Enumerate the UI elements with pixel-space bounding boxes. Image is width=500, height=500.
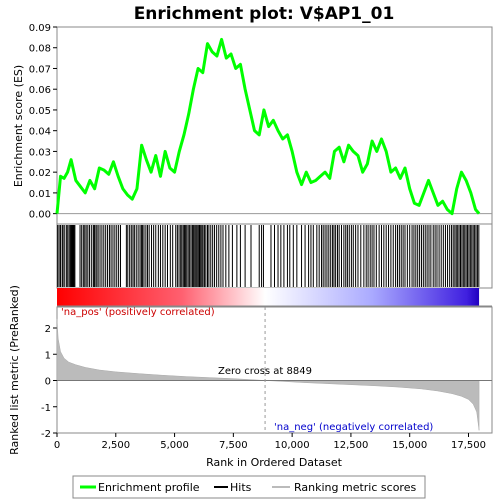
- negative-correlation-label: 'na_neg' (negatively correlated): [274, 422, 433, 433]
- metric-y-tick-label: 2: [45, 324, 51, 335]
- zero-cross-label: Zero cross at 8849: [218, 366, 312, 377]
- legend-hits-label: Hits: [230, 481, 252, 494]
- es-y-tick-label: 0.06: [29, 85, 51, 96]
- legend-metric-label: Ranking metric scores: [294, 481, 416, 494]
- es-y-tick-label: 0.07: [29, 64, 51, 75]
- es-y-tick-label: 0.01: [29, 189, 51, 200]
- metric-y-tick-label: -1: [41, 403, 51, 414]
- x-tick-label: 12,500: [333, 440, 368, 451]
- x-tick-label: 7,500: [219, 440, 248, 451]
- es-y-tick-label: 0.02: [29, 168, 51, 179]
- x-tick-label: 5,000: [160, 440, 189, 451]
- es-y-tick-label: 0.00: [29, 210, 51, 221]
- rank-color-bar: [57, 288, 492, 307]
- x-axis-label: Rank in Ordered Dataset: [206, 456, 343, 469]
- metric-y-tick-label: 1: [45, 350, 51, 361]
- enrichment-profile-line: [55, 37, 481, 216]
- x-tick-label: 15,000: [392, 440, 427, 451]
- x-tick-label: 10,000: [275, 440, 310, 451]
- es-axis: 0.00 0.01 0.02 0.03 0.04 0.05 0.06 0.07 0.08 0.09: [29, 23, 492, 221]
- es-y-tick-label: 0.04: [29, 127, 51, 138]
- positive-correlation-label: 'na_pos' (positively correlated): [61, 307, 215, 318]
- legend-enrichment-label: Enrichment profile: [98, 481, 200, 494]
- colorbar-fill: [57, 288, 480, 306]
- ranking-metric-series: [56, 307, 492, 433]
- x-tick-label: 0: [54, 440, 60, 451]
- hits-series: [57, 225, 480, 287]
- metric-y-axis-label: Ranked list metric (PreRanked): [8, 285, 21, 455]
- enrichment-profile-series: [55, 37, 481, 216]
- metric-axis: -2 -1 0 1 2 0 2,500 5,000 7,500 10,000 12,500 15,00…: [41, 324, 486, 451]
- es-y-axis-label: Enrichment score (ES): [12, 65, 25, 187]
- es-y-tick-label: 0.05: [29, 106, 51, 117]
- es-y-tick-label: 0.09: [29, 23, 51, 34]
- metric-y-tick-label: 0: [45, 377, 51, 388]
- es-y-tick-label: 0.03: [29, 147, 51, 158]
- metric-y-tick-label: -2: [41, 429, 51, 440]
- legend-box: [72, 475, 426, 499]
- x-tick-label: 17,500: [451, 440, 486, 451]
- metric-panel-frame: [56, 306, 493, 434]
- chart-title: Enrichment plot: V$AP1_01: [134, 4, 395, 24]
- es-y-tick-label: 0.08: [29, 44, 51, 55]
- x-tick-label: 2,500: [101, 440, 130, 451]
